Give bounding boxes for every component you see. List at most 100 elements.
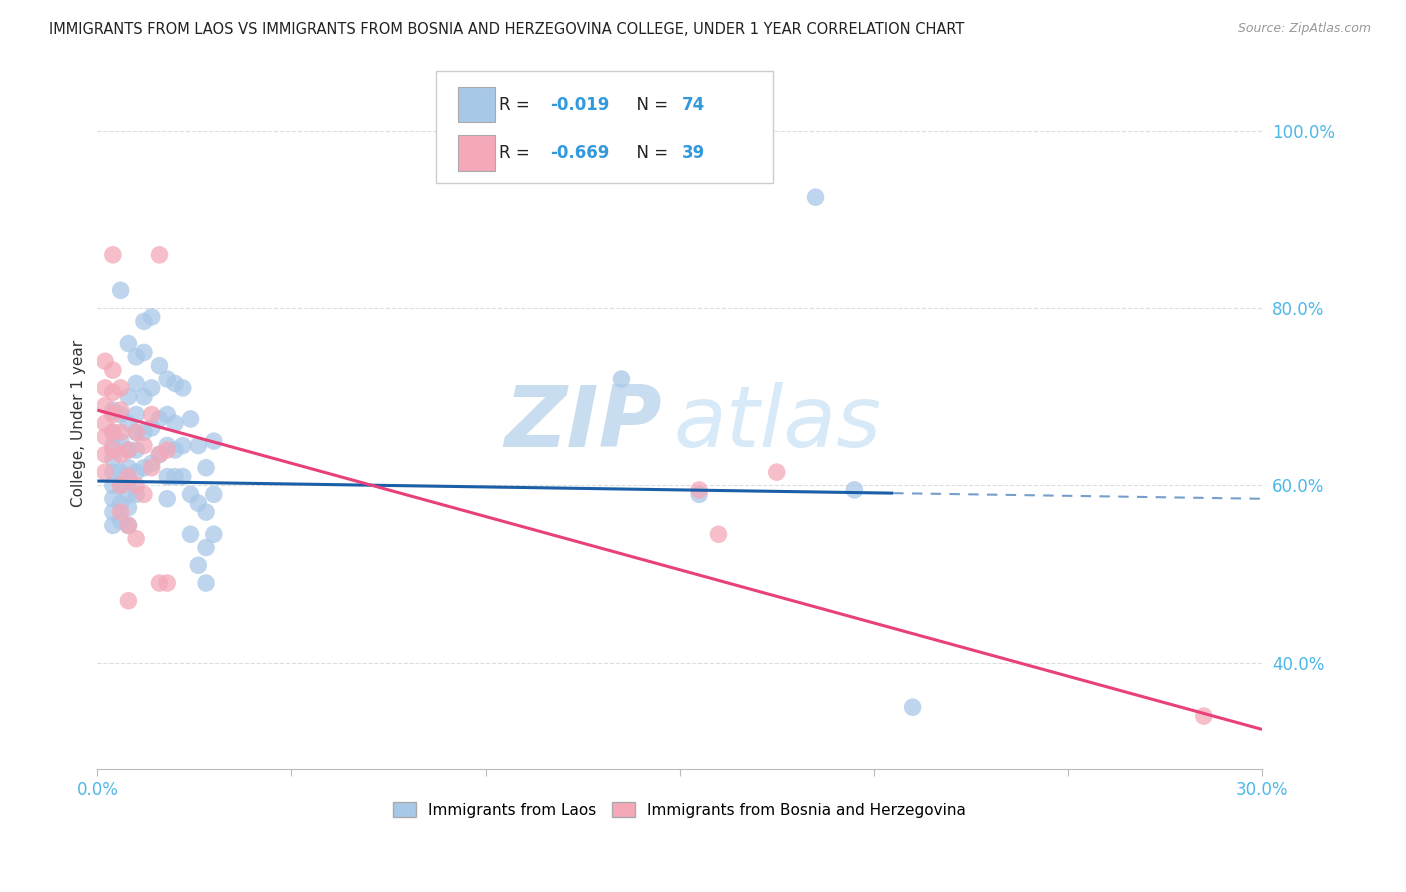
Legend: Immigrants from Laos, Immigrants from Bosnia and Herzegovina: Immigrants from Laos, Immigrants from Bo…: [387, 796, 972, 824]
Text: N =: N =: [626, 95, 673, 113]
Point: [141, 421, 163, 435]
Point: [156, 576, 179, 591]
Point: [117, 594, 139, 608]
Point: [125, 425, 148, 440]
Point: [187, 558, 209, 573]
Point: [101, 505, 124, 519]
Point: [94, 399, 117, 413]
Point: [141, 460, 163, 475]
Point: [117, 487, 139, 501]
Point: [101, 438, 124, 452]
Point: [901, 700, 924, 714]
Point: [187, 496, 209, 510]
Point: [163, 376, 186, 391]
Point: [101, 425, 124, 440]
Point: [101, 408, 124, 422]
Point: [125, 465, 148, 479]
Point: [1192, 709, 1215, 723]
Text: N =: N =: [626, 144, 673, 161]
Point: [94, 381, 117, 395]
Point: [156, 469, 179, 483]
Point: [94, 354, 117, 368]
Point: [707, 527, 730, 541]
Point: [125, 532, 148, 546]
Point: [125, 425, 148, 440]
Point: [110, 505, 132, 519]
Point: [110, 447, 132, 461]
Point: [156, 372, 179, 386]
Point: [125, 478, 148, 492]
Point: [148, 359, 170, 373]
Point: [132, 487, 155, 501]
Point: [110, 496, 132, 510]
Y-axis label: College, Under 1 year: College, Under 1 year: [72, 340, 86, 507]
Point: [101, 518, 124, 533]
Point: [117, 390, 139, 404]
Point: [141, 310, 163, 324]
Text: R =: R =: [499, 95, 536, 113]
Point: [202, 487, 225, 501]
Point: [117, 460, 139, 475]
Point: [125, 487, 148, 501]
Point: [101, 478, 124, 492]
Text: atlas: atlas: [673, 382, 882, 465]
Point: [117, 500, 139, 515]
Point: [156, 438, 179, 452]
Point: [110, 514, 132, 528]
Point: [132, 425, 155, 440]
Point: [148, 447, 170, 461]
Point: [148, 248, 170, 262]
Point: [163, 417, 186, 431]
Point: [110, 478, 132, 492]
Point: [117, 417, 139, 431]
Point: [110, 465, 132, 479]
Point: [141, 456, 163, 470]
Point: [94, 430, 117, 444]
Point: [101, 442, 124, 457]
Point: [117, 442, 139, 457]
Point: [101, 465, 124, 479]
Text: 39: 39: [682, 144, 706, 161]
Point: [180, 412, 202, 426]
Point: [117, 442, 139, 457]
Point: [148, 447, 170, 461]
Point: [844, 483, 866, 497]
Point: [132, 460, 155, 475]
Point: [132, 438, 155, 452]
Point: [101, 425, 124, 440]
Point: [804, 190, 827, 204]
Point: [117, 336, 139, 351]
Point: [110, 425, 132, 440]
Point: [141, 408, 163, 422]
Point: [187, 438, 209, 452]
Point: [125, 442, 148, 457]
Point: [101, 491, 124, 506]
Point: [156, 408, 179, 422]
Point: [94, 447, 117, 461]
Point: [132, 390, 155, 404]
Point: [117, 518, 139, 533]
Point: [195, 505, 218, 519]
Point: [172, 438, 194, 452]
Point: [180, 527, 202, 541]
Point: [125, 408, 148, 422]
Point: [163, 469, 186, 483]
Point: [125, 350, 148, 364]
Point: [132, 345, 155, 359]
Point: [101, 363, 124, 377]
Point: [125, 376, 148, 391]
Point: [110, 408, 132, 422]
Text: -0.019: -0.019: [550, 95, 609, 113]
Point: [156, 442, 179, 457]
Text: -0.669: -0.669: [550, 144, 609, 161]
Point: [101, 385, 124, 400]
Point: [101, 451, 124, 466]
Point: [117, 469, 139, 483]
Point: [172, 381, 194, 395]
Point: [94, 417, 117, 431]
Point: [610, 372, 633, 386]
Point: [101, 248, 124, 262]
Text: IMMIGRANTS FROM LAOS VS IMMIGRANTS FROM BOSNIA AND HERZEGOVINA COLLEGE, UNDER 1 : IMMIGRANTS FROM LAOS VS IMMIGRANTS FROM …: [49, 22, 965, 37]
Text: R =: R =: [499, 144, 536, 161]
Point: [110, 478, 132, 492]
